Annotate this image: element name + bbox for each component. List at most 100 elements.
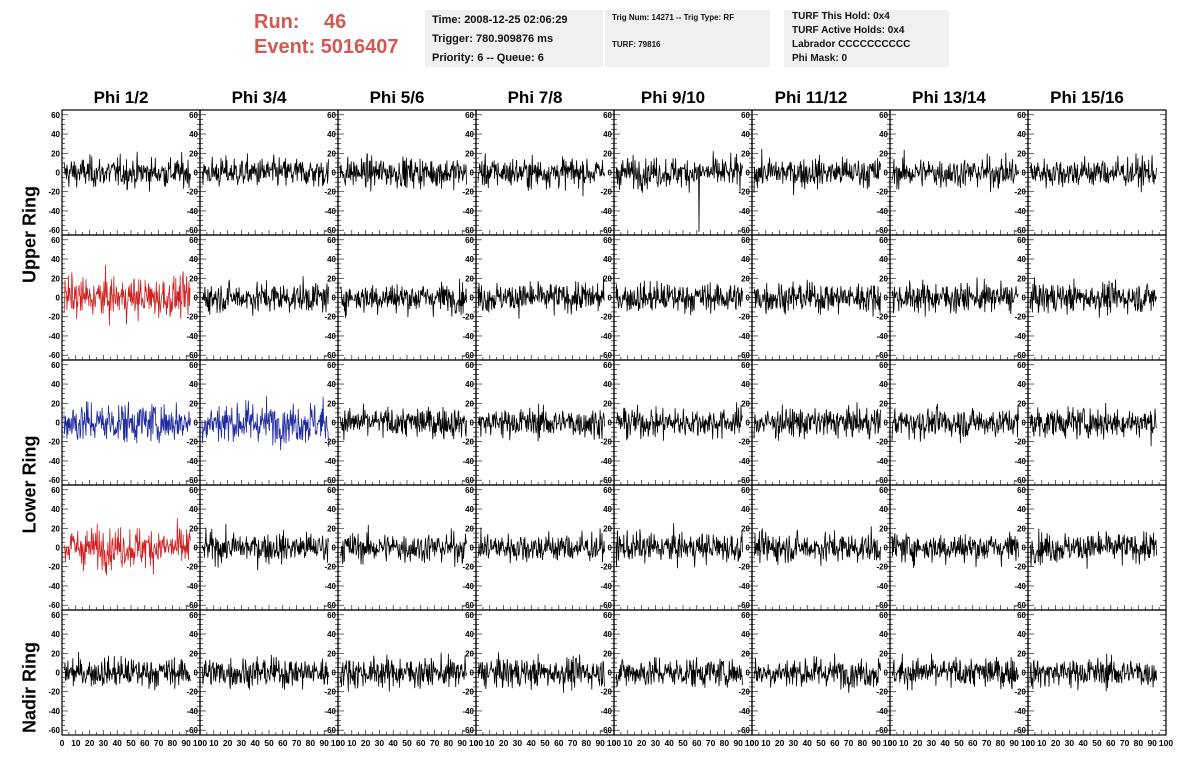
x-tick-label: 20: [85, 738, 95, 748]
y-tick-label: 60: [879, 236, 888, 245]
y-tick-label: 40: [741, 505, 750, 514]
x-tick-label: 50: [816, 738, 826, 748]
y-tick-label: 60: [327, 236, 336, 245]
y-tick-label: -60: [876, 476, 888, 485]
y-tick-label: -60: [324, 726, 336, 735]
x-tick-label: 90: [457, 738, 467, 748]
y-tick-label: -20: [186, 188, 198, 197]
y-tick-label: 60: [741, 236, 750, 245]
y-tick-label: 0: [884, 294, 889, 303]
x-tick-label: 80: [858, 738, 868, 748]
x-tick-label: 60: [554, 738, 564, 748]
y-tick-label: 0: [746, 544, 751, 553]
phi-header-7: Phi 13/14: [912, 88, 986, 107]
x-tick-label: 50: [540, 738, 550, 748]
y-tick-label: -40: [738, 207, 750, 216]
y-tick-label: 60: [879, 611, 888, 620]
y-tick-label: 60: [741, 111, 750, 120]
y-tick-label: -20: [876, 188, 888, 197]
y-tick-label: -60: [876, 601, 888, 610]
y-tick-label: 0: [1022, 419, 1027, 428]
y-tick-label: 60: [603, 111, 612, 120]
x-tick-label: 20: [913, 738, 923, 748]
y-tick-label: 60: [879, 486, 888, 495]
y-tick-label: -60: [600, 476, 612, 485]
y-tick-label: -20: [1014, 563, 1026, 572]
x-tick-label: 90: [319, 738, 329, 748]
y-tick-label: -20: [48, 438, 60, 447]
y-tick-label: -40: [600, 457, 612, 466]
x-tick-label: 20: [361, 738, 371, 748]
y-tick-label: -40: [48, 707, 60, 716]
y-tick-label: 20: [51, 399, 60, 408]
trig-num-text: Trig Num: 14271 -- Trig Type: RF: [612, 13, 735, 22]
y-tick-label: 60: [879, 361, 888, 370]
y-tick-label: -60: [324, 351, 336, 360]
x-tick-label: 50: [264, 738, 274, 748]
y-tick-label: -60: [738, 601, 750, 610]
y-tick-label: -60: [1014, 351, 1026, 360]
y-tick-label: 0: [746, 294, 751, 303]
y-tick-label: 20: [603, 649, 612, 658]
y-tick-label: 20: [879, 274, 888, 283]
x-tick-label: 40: [250, 738, 260, 748]
y-tick-label: -20: [600, 313, 612, 322]
y-tick-label: -60: [462, 351, 474, 360]
y-tick-label: 40: [741, 380, 750, 389]
time-text: Time: 2008-12-25 02:06:29: [432, 14, 568, 26]
y-tick-label: 60: [741, 486, 750, 495]
phi-header-1: Phi 1/2: [93, 88, 149, 107]
y-tick-label: 60: [465, 486, 474, 495]
x-tick-label: 100: [1021, 738, 1035, 748]
x-tick-label: 90: [1009, 738, 1019, 748]
x-tick-label: 30: [1065, 738, 1075, 748]
y-tick-label: -60: [462, 601, 474, 610]
y-tick-label: -20: [738, 563, 750, 572]
y-tick-label: 0: [194, 294, 199, 303]
y-tick-label: -20: [738, 688, 750, 697]
waveform-line: [615, 523, 743, 569]
x-tick-label: 100: [193, 738, 207, 748]
y-tick-label: 20: [465, 149, 474, 158]
y-tick-label: 40: [879, 130, 888, 139]
y-tick-label: 0: [332, 419, 337, 428]
y-tick-label: 60: [189, 236, 198, 245]
y-tick-label: -40: [600, 707, 612, 716]
y-tick-label: -60: [600, 226, 612, 235]
y-tick-label: 20: [603, 524, 612, 533]
y-tick-label: 0: [746, 169, 751, 178]
y-tick-label: -20: [1014, 688, 1026, 697]
y-tick-label: 60: [327, 611, 336, 620]
y-tick-label: 20: [1017, 649, 1026, 658]
y-tick-label: 60: [327, 111, 336, 120]
y-tick-label: 60: [741, 611, 750, 620]
x-tick-label: 50: [954, 738, 964, 748]
y-tick-label: 0: [56, 169, 61, 178]
y-tick-label: -20: [876, 438, 888, 447]
y-tick-label: -60: [876, 351, 888, 360]
y-tick-label: 40: [879, 380, 888, 389]
x-tick-label: 30: [99, 738, 109, 748]
y-tick-label: -40: [876, 582, 888, 591]
y-tick-label: 40: [465, 380, 474, 389]
x-tick-label: 40: [664, 738, 674, 748]
y-tick-label: 20: [741, 399, 750, 408]
y-tick-label: 20: [189, 524, 198, 533]
waveform-line: [63, 518, 191, 576]
x-tick-label: 0: [612, 738, 617, 748]
y-tick-label: 40: [603, 255, 612, 264]
waveform-line: [63, 264, 191, 326]
y-tick-label: 0: [194, 169, 199, 178]
y-tick-label: -40: [876, 207, 888, 216]
y-tick-label: 40: [603, 505, 612, 514]
waveform-line: [477, 276, 605, 319]
y-tick-label: 60: [327, 486, 336, 495]
y-tick-label: 40: [327, 255, 336, 264]
y-tick-label: 60: [1017, 611, 1026, 620]
y-tick-label: -40: [876, 707, 888, 716]
phi-header-5: Phi 9/10: [640, 88, 706, 107]
phi-header-4: Phi 7/8: [507, 88, 563, 107]
y-tick-label: 60: [465, 361, 474, 370]
y-tick-label: -60: [1014, 726, 1026, 735]
